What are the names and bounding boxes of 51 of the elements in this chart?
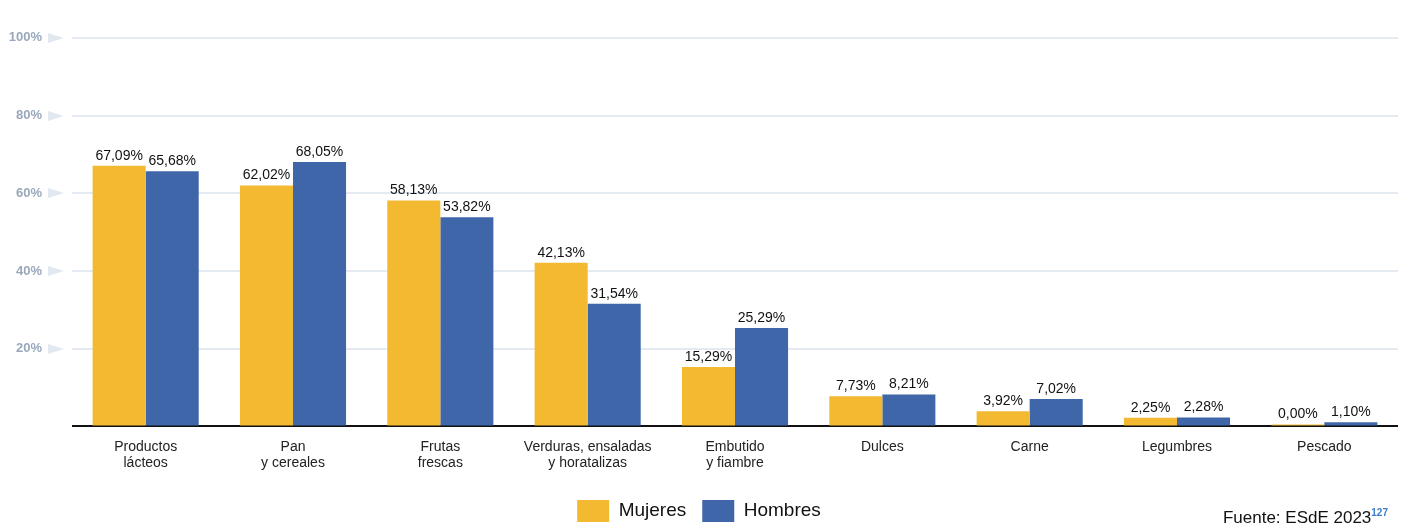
bar: [1123, 417, 1177, 426]
data-label: 2,28%: [1183, 398, 1224, 415]
x-tick-label: Legumbres: [1141, 437, 1213, 454]
x-tick-label: Verduras, ensaladas y horatalizas: [523, 437, 652, 471]
x-tick-label: Carne: [1010, 437, 1049, 454]
bar: [976, 411, 1030, 426]
bar: [735, 328, 789, 426]
x-tick-label: Pan y cereales: [261, 437, 325, 471]
source-note: Fuente: ESdE 2023$^{127}$: [1222, 507, 1388, 528]
bar: [1324, 422, 1378, 426]
data-label: 7,73%: [835, 377, 876, 394]
data-label: 65,68%: [148, 152, 196, 169]
bar: [239, 185, 293, 426]
data-label: 58,13%: [390, 181, 438, 198]
x-tick-label: Productos lácteos: [114, 437, 178, 471]
x-tick-label: Frutas frescas: [417, 437, 463, 471]
bar: [145, 171, 199, 426]
data-label: 53,82%: [443, 198, 491, 215]
x-tick-label: Pescado: [1297, 437, 1352, 454]
y-tick-label: 20%: [15, 340, 43, 356]
data-label: 1,10%: [1331, 402, 1371, 419]
bar: [387, 200, 441, 426]
bar: [587, 303, 641, 426]
data-label: 0,00%: [1277, 405, 1318, 422]
y-tick-label: 60%: [15, 184, 43, 200]
data-label: 2,25%: [1130, 398, 1171, 415]
data-label: 67,09%: [95, 146, 143, 163]
data-label: 15,29%: [684, 347, 733, 364]
data-label: 31,54%: [590, 284, 638, 301]
data-label: 7,02%: [1036, 379, 1077, 396]
bar: [681, 366, 735, 426]
bar: [882, 394, 936, 426]
data-label: 8,21%: [889, 375, 929, 392]
data-label: 25,29%: [737, 308, 786, 325]
y-tick-label: 80%: [15, 107, 43, 123]
legend-label: Mujeres: [618, 499, 687, 521]
x-tick-label: Dulces: [860, 437, 904, 454]
y-tick-label: 40%: [15, 262, 43, 278]
bar: [829, 396, 883, 426]
x-tick-label: Embutido y fiambre: [705, 437, 765, 471]
data-label: 62,02%: [242, 166, 291, 183]
data-label: 42,13%: [537, 243, 585, 260]
data-label: 68,05%: [295, 142, 344, 159]
bar: [92, 165, 146, 426]
bar: [1029, 399, 1083, 426]
bar: [440, 217, 494, 426]
bar: [293, 161, 347, 426]
y-tick-label: 100%: [8, 29, 43, 45]
legend-label: Hombres: [743, 499, 821, 521]
bar: [534, 262, 588, 426]
data-label: 3,92%: [983, 392, 1023, 409]
